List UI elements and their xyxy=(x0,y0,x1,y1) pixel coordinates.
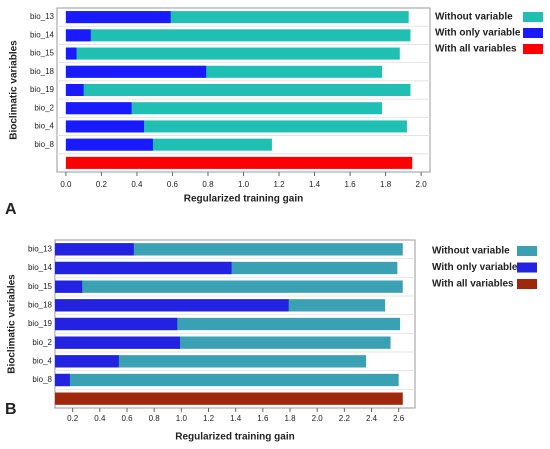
x-tick-label: 1.4 xyxy=(230,414,242,423)
y-tick-label: bio_18 xyxy=(28,300,53,309)
bar xyxy=(55,261,232,275)
y-tick-label: bio_4 xyxy=(32,356,52,365)
panel-label: B xyxy=(5,401,17,418)
bar xyxy=(65,102,383,115)
legend-label: Without variable xyxy=(435,12,513,23)
panel-label: A xyxy=(5,201,17,218)
legend-label: With only variable xyxy=(435,28,521,39)
bar xyxy=(65,83,84,97)
legend-label: With all variables xyxy=(435,44,517,55)
legend-swatch xyxy=(523,44,543,54)
y-tick-label: bio_2 xyxy=(32,338,52,347)
x-axis-label: Regularized training gain xyxy=(184,194,303,205)
x-tick-label: 0.4 xyxy=(131,180,143,189)
y-tick-label: bio_14 xyxy=(30,30,55,39)
y-tick-label: bio_19 xyxy=(30,85,55,94)
bar xyxy=(65,47,77,60)
y-axis-label: Bioclimatic variables xyxy=(7,274,18,374)
legend-label: With only variable xyxy=(432,262,518,273)
legend-swatch xyxy=(517,262,537,273)
x-tick-label: 2.4 xyxy=(366,414,378,423)
bar xyxy=(65,120,145,133)
x-tick-label: 1.4 xyxy=(309,180,321,189)
y-tick-label: bio_15 xyxy=(30,49,55,58)
x-tick-label: 1.6 xyxy=(345,180,357,189)
bar xyxy=(55,392,403,405)
bar xyxy=(55,280,403,293)
y-tick-label: bio_2 xyxy=(34,103,54,112)
x-tick-label: 2.0 xyxy=(312,414,324,423)
x-tick-label: 0.4 xyxy=(94,414,106,423)
x-tick-label: 1.8 xyxy=(380,180,392,189)
y-tick-label: bio_14 xyxy=(28,263,53,272)
bar xyxy=(55,243,403,256)
bar xyxy=(65,138,153,151)
bar xyxy=(65,65,207,78)
bar xyxy=(55,373,70,387)
bar xyxy=(65,120,407,133)
x-tick-label: 0.6 xyxy=(167,180,179,189)
bar xyxy=(55,317,178,331)
y-tick-label: bio_15 xyxy=(28,282,53,291)
legend-label: With all variables xyxy=(432,279,514,290)
bar xyxy=(65,29,411,42)
x-tick-label: 1.2 xyxy=(203,414,215,423)
bar xyxy=(55,336,180,349)
x-tick-label: 0.6 xyxy=(121,414,133,423)
bar xyxy=(55,299,289,312)
bar xyxy=(55,243,134,256)
bar xyxy=(65,29,91,42)
x-axis-label: Regularized training gain xyxy=(175,432,294,443)
bar xyxy=(65,102,132,115)
legend-swatch xyxy=(517,246,537,256)
bar xyxy=(65,83,411,97)
x-tick-label: 0.8 xyxy=(149,414,161,423)
y-axis-label: Bioclimatic variables xyxy=(9,40,20,140)
y-tick-label: bio_8 xyxy=(32,375,52,384)
bar xyxy=(65,47,400,60)
x-tick-label: 1.2 xyxy=(273,180,285,189)
y-tick-label: bio_19 xyxy=(28,319,53,328)
x-tick-label: 0.8 xyxy=(202,180,214,189)
x-tick-label: 1.0 xyxy=(238,180,250,189)
y-tick-label: bio_4 xyxy=(34,122,54,131)
x-tick-label: 2.6 xyxy=(393,414,405,423)
y-tick-label: bio_13 xyxy=(30,12,55,21)
bar xyxy=(55,280,83,293)
x-tick-label: 0.0 xyxy=(60,180,72,189)
x-tick-label: 1.0 xyxy=(176,414,188,423)
x-tick-label: 0.2 xyxy=(67,414,79,423)
y-tick-label: bio_13 xyxy=(28,244,53,253)
legend-swatch xyxy=(517,279,537,289)
x-tick-label: 1.8 xyxy=(284,414,296,423)
x-tick-label: 1.6 xyxy=(257,414,269,423)
x-tick-label: 0.2 xyxy=(96,180,108,189)
bar xyxy=(55,373,399,387)
x-tick-label: 2.0 xyxy=(416,180,428,189)
x-tick-label: 2.2 xyxy=(339,414,351,423)
y-tick-label: bio_8 xyxy=(34,140,54,149)
bar xyxy=(65,156,413,169)
bar xyxy=(55,355,119,368)
y-tick-label: bio_18 xyxy=(30,67,55,76)
legend-swatch xyxy=(523,12,543,22)
legend-label: Without variable xyxy=(432,246,510,257)
bar xyxy=(65,11,171,24)
legend-swatch xyxy=(523,28,543,38)
bar xyxy=(55,355,367,368)
